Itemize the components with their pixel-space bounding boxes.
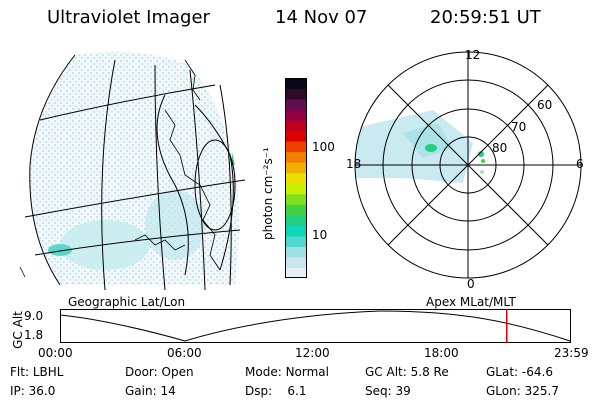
timeline-xtick-2359: 23:59 <box>554 346 589 360</box>
mlt-label-18: 18 <box>346 157 362 171</box>
colorbar-band <box>285 109 307 121</box>
filter-row: Flt: LBHL <box>10 365 63 379</box>
gain-row: Gain: 14 <box>125 384 176 398</box>
timeline-ylabel: GC Alt <box>11 311 25 349</box>
door-label: Door: <box>125 365 158 379</box>
colorbar-band <box>285 193 307 205</box>
mlt-label-12: 12 <box>465 48 481 62</box>
colorbar-band <box>285 235 307 247</box>
timeline-xtick-0000: 00:00 <box>38 346 73 360</box>
geographic-panel-label: Geographic Lat/Lon <box>68 295 186 309</box>
door-value: Open <box>161 365 194 379</box>
altitude-curve <box>60 310 571 342</box>
colorbar-band <box>285 141 307 153</box>
colorbar-band <box>285 78 307 90</box>
instrument-title: Ultraviolet Imager <box>47 7 210 28</box>
colorbar-band <box>285 183 307 195</box>
glon-value: 325.7 <box>524 384 559 398</box>
mlt-label-0: 0 <box>467 277 475 291</box>
time-label: 20:59:51 UT <box>430 7 541 28</box>
mode-row: Mode: Normal <box>245 365 329 379</box>
colorbar-band <box>285 256 307 268</box>
colorbar-band <box>285 88 307 100</box>
polar-plot <box>354 51 582 279</box>
dsp-row: Dsp: 6.1 <box>245 384 307 398</box>
dsp-value: 6.1 <box>287 384 307 398</box>
dsp-label: Dsp: <box>245 384 273 398</box>
glon-label: GLon: <box>486 384 521 398</box>
colorbar-band <box>285 120 307 132</box>
glat-label: GLat: <box>486 365 519 379</box>
glat-value: -64.6 <box>521 365 553 379</box>
ip-row: IP: 36.0 <box>10 384 55 398</box>
colorbar-band <box>285 225 307 237</box>
timeline-frame <box>60 309 571 343</box>
colorbar-band <box>285 204 307 216</box>
glat-row: GLat: -64.6 <box>486 365 553 379</box>
door-row: Door: Open <box>125 365 194 379</box>
colorbar-frame <box>285 78 307 278</box>
gcalt-row: GC Alt: 5.8 Re <box>365 365 449 379</box>
colorbar-band <box>285 99 307 111</box>
mlt-label-6: 6 <box>576 157 584 171</box>
polar-panel-label: Apex MLat/MLT <box>426 295 516 309</box>
mlat-label-80: 80 <box>492 141 508 155</box>
gcalt-value: 5.8 Re <box>410 365 449 379</box>
timeline-xtick-0600: 06:00 <box>167 346 202 360</box>
colorbar-band <box>285 130 307 142</box>
filter-value: LBHL <box>32 365 64 379</box>
colorbar-tick-10: 10 <box>312 228 328 242</box>
colorbar-band <box>285 267 307 278</box>
glon-row: GLon: 325.7 <box>486 384 559 398</box>
mode-label: Mode: <box>245 365 282 379</box>
colorbar <box>285 78 307 278</box>
seq-label: Seq: <box>365 384 392 398</box>
colorbar-band <box>285 151 307 163</box>
colorbar-band <box>285 214 307 226</box>
timeline-ytick-top: 9.0 <box>24 309 44 323</box>
filter-label: Flt: <box>10 365 29 379</box>
timeline-xtick-1800: 18:00 <box>424 346 459 360</box>
seq-value: 39 <box>395 384 411 398</box>
gain-label: Gain: <box>125 384 157 398</box>
timeline-xtick-1200: 12:00 <box>295 346 330 360</box>
colorbar-band <box>285 162 307 174</box>
date-label: 14 Nov 07 <box>275 7 368 28</box>
mlat-label-70: 70 <box>511 120 527 134</box>
seq-row: Seq: 39 <box>365 384 411 398</box>
colorbar-band <box>285 246 307 258</box>
timeline-ytick-bottom: 1.8 <box>24 328 44 342</box>
ip-label: IP: <box>10 384 25 398</box>
colorbar-band <box>285 172 307 184</box>
geographic-image-panel <box>19 51 246 290</box>
mode-value: Normal <box>285 365 329 379</box>
mlat-label-60: 60 <box>537 98 553 112</box>
gain-value: 14 <box>160 384 176 398</box>
colorbar-tick-100: 100 <box>312 140 335 154</box>
timeline-plot <box>60 309 571 343</box>
gcalt-label: GC Alt: <box>365 365 407 379</box>
ip-value: 36.0 <box>28 384 56 398</box>
colorbar-label: photon cm⁻²s⁻¹ <box>261 147 275 240</box>
